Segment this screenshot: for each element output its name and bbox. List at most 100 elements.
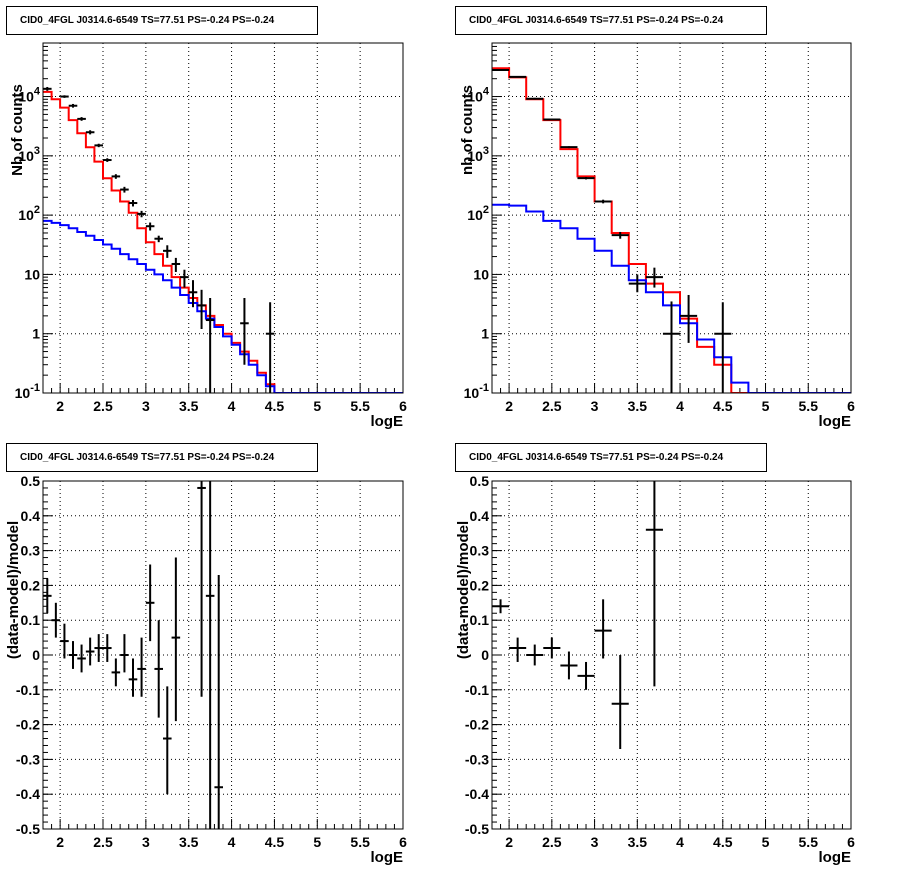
data-point — [111, 658, 121, 687]
title-frame — [455, 6, 767, 35]
y-tick-label: 0.3 — [470, 543, 490, 559]
x-tick-label: 4.5 — [265, 834, 285, 850]
x-tick-label: 3.5 — [628, 834, 648, 850]
data-point — [163, 245, 172, 258]
data-point — [77, 644, 86, 673]
x-axis-title: logE — [371, 849, 404, 866]
chart-title-box: CID0_4FGL J0314.6-6549 TS=77.51 PS=-0.24… — [455, 6, 767, 35]
data-point — [85, 637, 95, 666]
x-tick-label: 3.5 — [628, 398, 648, 414]
x-tick-label: 2 — [56, 834, 64, 850]
series-layer — [492, 481, 663, 749]
data-point — [577, 176, 595, 180]
y-tick-label: 10 — [24, 266, 40, 282]
title-frame — [455, 443, 767, 472]
y-tick-label: 0.1 — [470, 612, 490, 628]
data-point — [60, 95, 69, 98]
data-point — [94, 143, 103, 148]
x-tick-label: 2.5 — [93, 398, 113, 414]
x-tick-label: 6 — [399, 834, 407, 850]
data-point — [128, 199, 138, 207]
data-point — [60, 623, 69, 659]
x-tick-label: 5.5 — [799, 834, 819, 850]
data-point — [492, 69, 510, 72]
y-axis-title: (data-model)/model — [455, 521, 472, 659]
y-axis-title: nb of counts — [459, 85, 476, 175]
y-tick-label: 103 — [18, 145, 40, 164]
y-tick-label: 0.1 — [21, 612, 41, 628]
data-point — [94, 634, 103, 662]
data-point — [120, 186, 129, 193]
data-point — [51, 602, 61, 638]
data-point — [137, 210, 146, 218]
chart-panel-2: CID0_4FGL J0314.6-6549 TS=77.51 PS=-0.24… — [455, 6, 855, 430]
y-tick-label: 104 — [18, 86, 41, 105]
data-point — [154, 235, 163, 243]
data-point — [543, 637, 561, 659]
chart-title: CID0_4FGL J0314.6-6549 TS=77.51 PS=-0.24… — [469, 452, 724, 463]
x-tick-label: 2 — [505, 398, 513, 414]
x-tick-label: 4.5 — [265, 398, 285, 414]
data-point — [662, 301, 681, 393]
y-tick-label: -0.1 — [16, 682, 40, 698]
data-point — [145, 222, 155, 231]
data-point — [120, 634, 129, 673]
data-point — [111, 174, 121, 179]
y-tick-label: 0.4 — [470, 508, 490, 524]
data-point — [85, 130, 95, 135]
x-tick-label: 5.5 — [350, 398, 370, 414]
data-point — [594, 599, 612, 659]
y-tick-label: -0.5 — [465, 821, 489, 837]
chart-title: CID0_4FGL J0314.6-6549 TS=77.51 PS=-0.24… — [20, 15, 275, 26]
y-tick-label: -0.2 — [465, 717, 489, 733]
x-tick-label: 5 — [762, 834, 770, 850]
plot-frame — [491, 42, 852, 394]
data-point — [265, 302, 275, 393]
data-point — [171, 557, 181, 722]
y-tick-label: -0.1 — [465, 682, 489, 698]
data-point — [163, 686, 172, 795]
step-line-series-1 — [492, 67, 851, 393]
x-tick-label: 3 — [591, 834, 599, 850]
data-point — [526, 97, 544, 100]
x-tick-label: 3.5 — [179, 398, 199, 414]
y-tick-label: 0.2 — [470, 577, 490, 593]
data-point — [577, 661, 595, 690]
data-point — [205, 298, 215, 393]
chart-title-box: CID0_4FGL J0314.6-6549 TS=77.51 PS=-0.24… — [6, 6, 318, 35]
x-axis-title: logE — [371, 413, 404, 430]
x-tick-label: 5 — [313, 834, 321, 850]
title-frame — [6, 6, 318, 35]
data-point — [645, 481, 663, 687]
x-tick-label: 3 — [142, 834, 150, 850]
data-point — [77, 117, 86, 121]
data-point — [171, 257, 181, 272]
data-point — [492, 599, 510, 614]
step-line-series-2 — [492, 203, 851, 393]
data-point — [611, 231, 629, 239]
data-point — [188, 280, 198, 308]
chart-title-box: CID0_4FGL J0314.6-6549 TS=77.51 PS=-0.24… — [6, 443, 318, 472]
chart-title: CID0_4FGL J0314.6-6549 TS=77.51 PS=-0.24… — [20, 452, 275, 463]
data-point — [137, 637, 146, 697]
plot-frame — [42, 42, 404, 394]
data-point — [509, 637, 527, 662]
y-tick-label: 10-1 — [464, 382, 489, 401]
y-tick-label: 104 — [467, 86, 490, 105]
data-point — [154, 620, 163, 718]
x-tick-label: 2.5 — [542, 834, 562, 850]
y-axis-title: Nb of counts — [9, 84, 26, 176]
data-point — [714, 302, 732, 393]
y-tick-label: 10-1 — [15, 382, 40, 401]
step-line-series-1 — [43, 90, 403, 393]
y-tick-label: -0.5 — [16, 821, 40, 837]
y-tick-label: 0.4 — [21, 508, 41, 524]
title-frame — [6, 443, 318, 472]
chart-panel-1: CID0_4FGL J0314.6-6549 TS=77.51 PS=-0.24… — [6, 6, 407, 430]
y-tick-label: -0.4 — [16, 786, 40, 802]
chart-panel-3: CID0_4FGL J0314.6-6549 TS=77.51 PS=-0.24… — [5, 443, 407, 866]
data-point — [128, 658, 138, 697]
data-point — [103, 158, 112, 162]
y-tick-label: 0.3 — [21, 543, 41, 559]
data-point — [509, 75, 527, 78]
